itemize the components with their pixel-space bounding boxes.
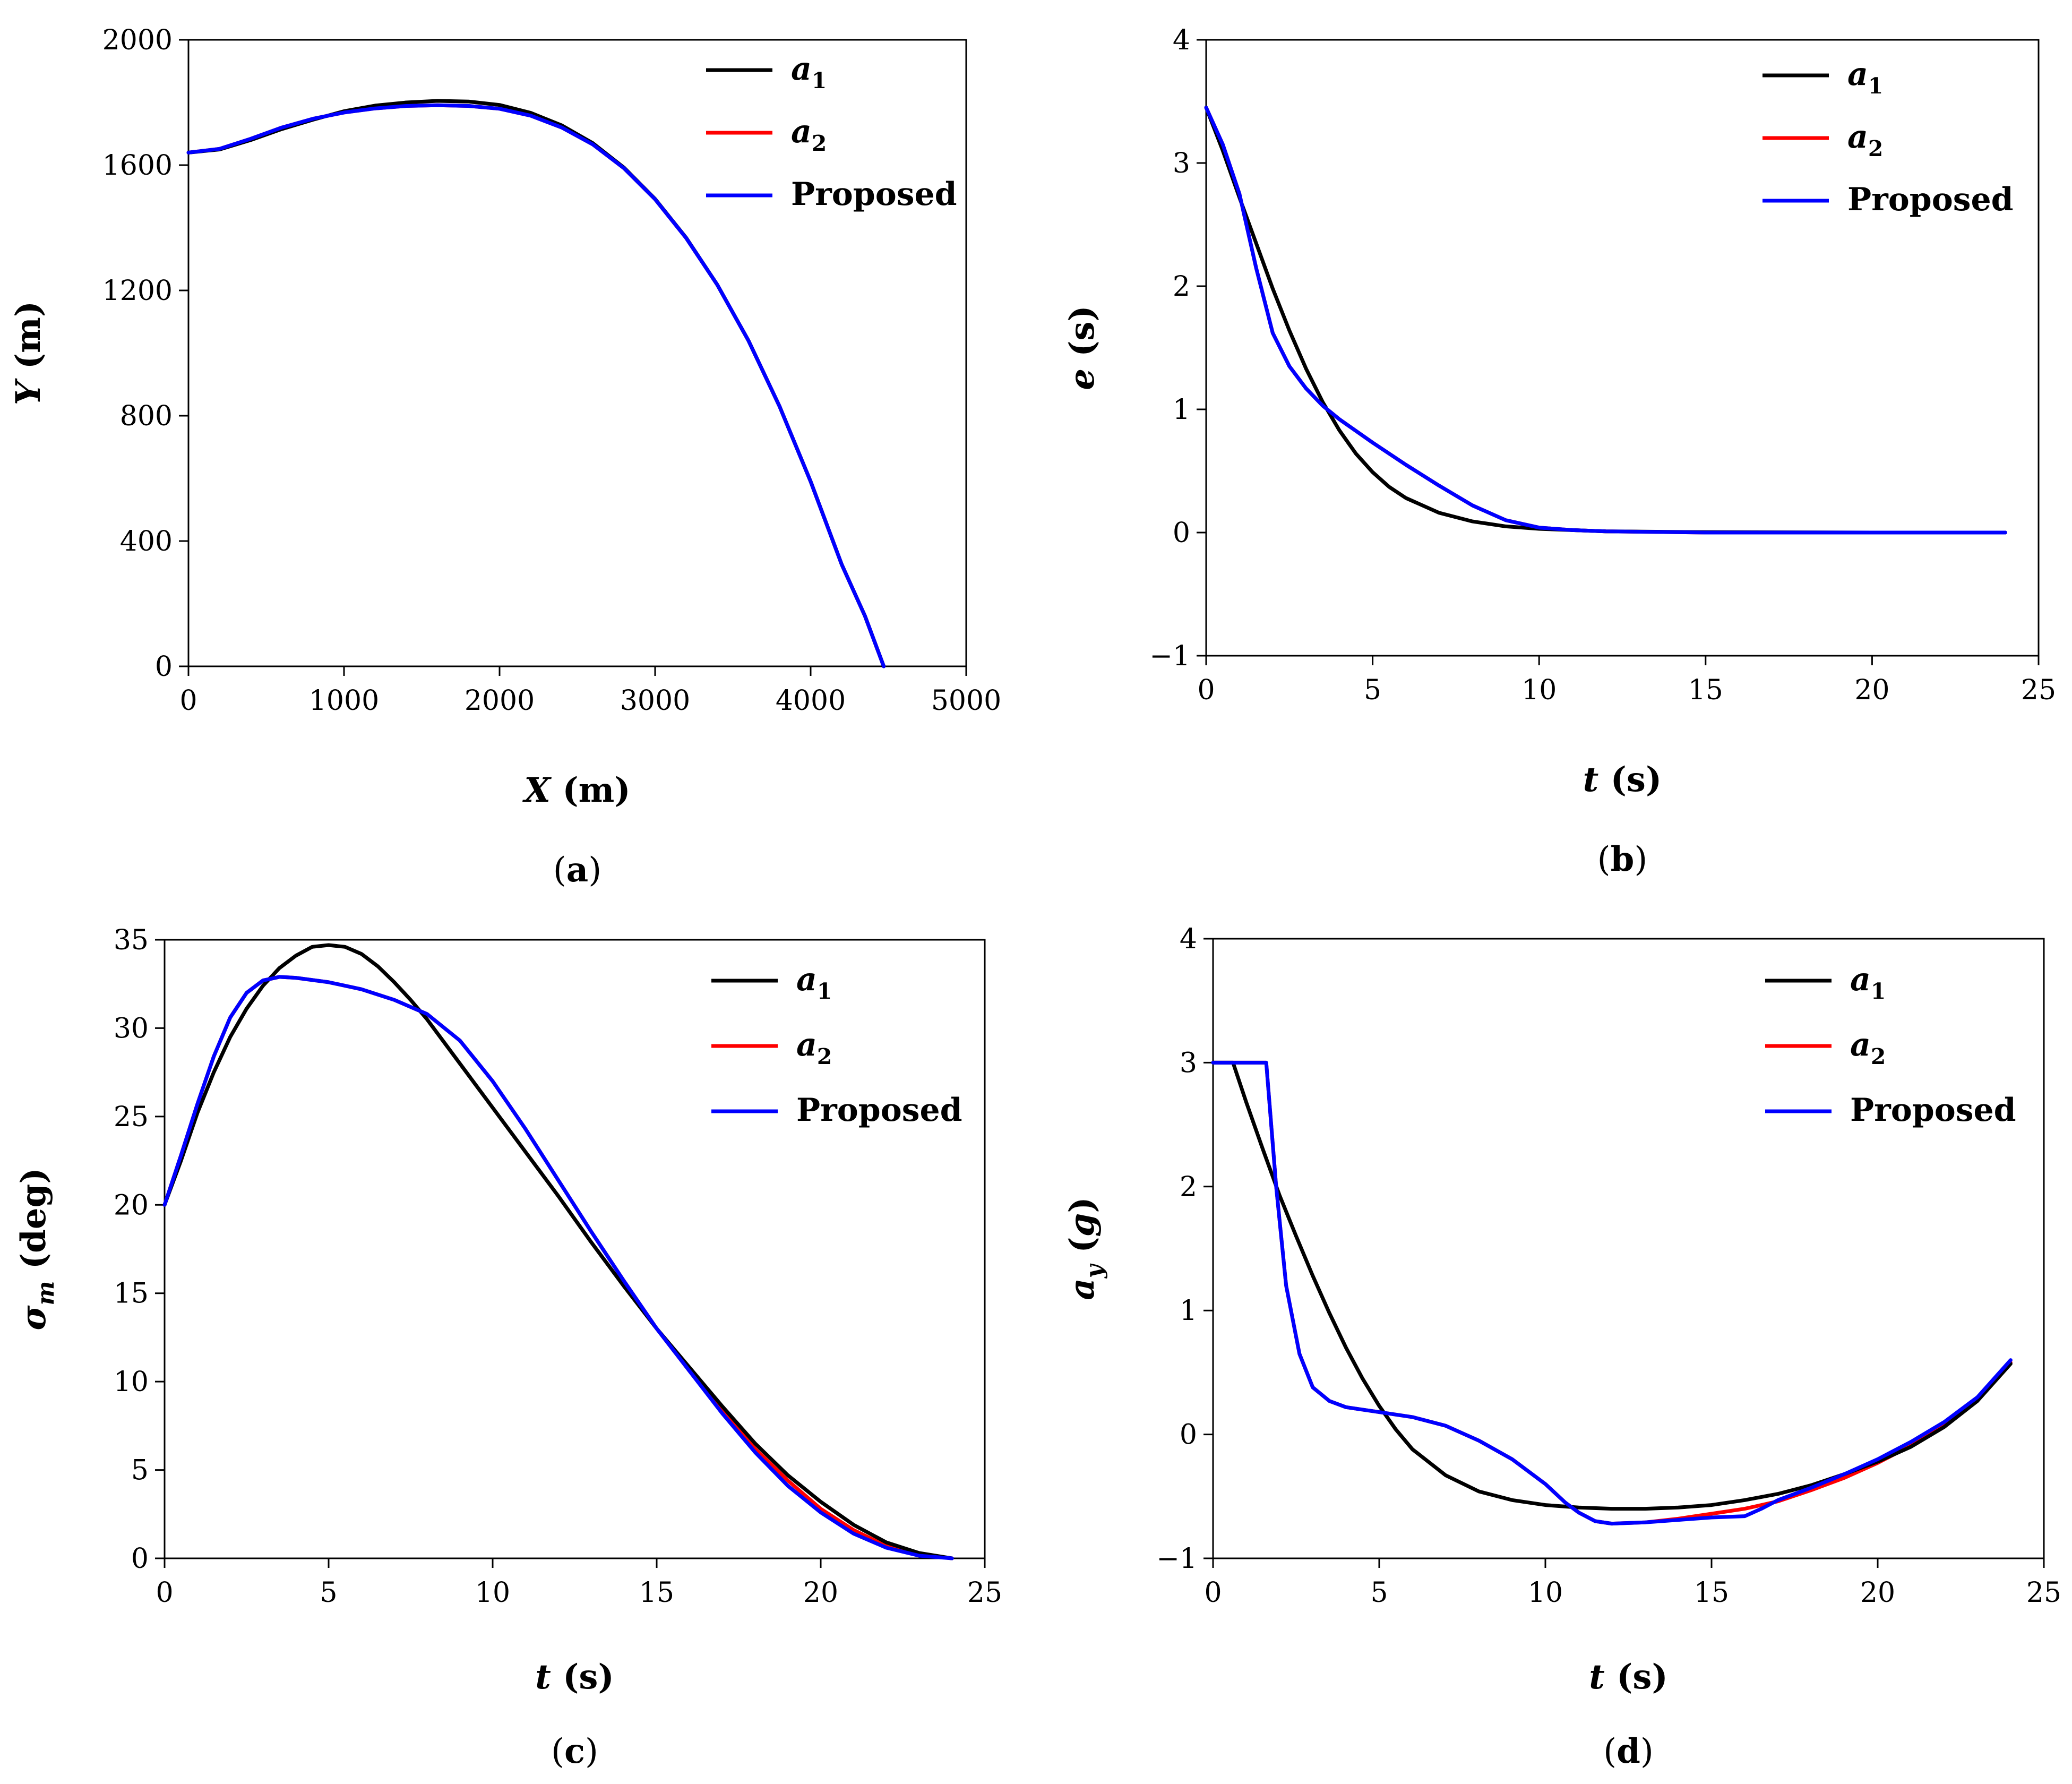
legend-label-a2: a2 — [1847, 118, 1883, 161]
y-tick-label: 0 — [155, 651, 173, 683]
x-tick-label: 0 — [156, 1577, 173, 1609]
plot-frame — [187, 39, 967, 667]
series-line-a1 — [162, 943, 954, 1560]
x-axis-label: t (s) — [535, 1657, 614, 1697]
y-tick-label: 0 — [1173, 517, 1190, 549]
series-line-a1 — [1211, 1060, 2013, 1511]
x-tick-label: 3000 — [620, 685, 690, 717]
x-tick-label: 10 — [1528, 1577, 1563, 1609]
y-tick-label: 3 — [1173, 148, 1190, 179]
legend-label-a1: a1 — [1847, 56, 1883, 99]
y-tick-label: 30 — [114, 1013, 149, 1044]
x-tick-label: 20 — [803, 1577, 838, 1609]
series-line-a1 — [1204, 106, 2007, 535]
x-tick-label: 10 — [1521, 674, 1557, 706]
y-tick-label: 1 — [1173, 394, 1190, 426]
x-tick-label: 0 — [1204, 1577, 1222, 1609]
x-tick-label: 2000 — [465, 685, 535, 717]
series-line-proposed — [1204, 106, 2007, 535]
y-tick-label: 800 — [120, 400, 173, 432]
x-axis-label: t (s) — [1583, 760, 1662, 800]
y-tick-label: 1600 — [102, 150, 173, 182]
y-tick-label: 25 — [114, 1101, 149, 1133]
chart-c: 0 5 10 15 20 25 0 5 10 15 20 25 30 35 a1 a2 Proposed t (s… — [14, 924, 1002, 1771]
legend-label-a2: a2 — [796, 1026, 832, 1069]
y-tick-label: 2 — [1173, 271, 1190, 303]
y-tick-label: 2000 — [102, 24, 173, 56]
series-line-proposed — [162, 975, 954, 1560]
legend-label-a1: a1 — [796, 961, 832, 1004]
x-tick-label: 15 — [639, 1577, 674, 1609]
legend-label-proposed: Proposed — [1850, 1092, 2016, 1129]
series-line-a2 — [186, 103, 886, 668]
y-tick-label: 10 — [114, 1366, 149, 1398]
y-tick-label: 400 — [120, 526, 173, 558]
legend-label-proposed: Proposed — [791, 176, 957, 213]
x-tick-label: 1000 — [309, 685, 379, 717]
series-line-a1 — [186, 99, 886, 668]
plot-frame — [1212, 938, 2045, 1559]
x-tick-label: 0 — [1197, 674, 1215, 706]
y-axis-label: σm (deg) — [14, 1168, 59, 1330]
y-tick-label: 3 — [1180, 1047, 1197, 1079]
x-tick-label: 20 — [1860, 1577, 1895, 1609]
x-tick-label: 10 — [475, 1577, 510, 1609]
x-axis-label: t (s) — [1589, 1657, 1667, 1697]
y-tick-label: 4 — [1173, 24, 1190, 56]
legend-label-a2: a2 — [791, 113, 827, 156]
y-tick-label: 1 — [1180, 1295, 1197, 1327]
x-tick-label: 15 — [1694, 1577, 1729, 1609]
x-axis-label: X (m) — [522, 770, 630, 810]
chart-a: 0 1000 2000 3000 4000 5000 0 400 800 1200 1600 2000… — [8, 24, 1001, 890]
x-tick-label: 25 — [967, 1577, 1002, 1609]
legend-label-a1: a1 — [1850, 961, 1886, 1004]
y-tick-label: −1 — [1149, 640, 1190, 672]
legend-label-proposed: Proposed — [1847, 181, 2014, 218]
x-tick-label: 0 — [179, 685, 197, 717]
y-tick-label: 0 — [131, 1543, 149, 1575]
y-tick-label: 1200 — [102, 275, 173, 307]
y-axis-label: ay (g) — [1062, 1197, 1108, 1300]
y-axis-label: Y (m) — [8, 301, 48, 405]
y-tick-label: 5 — [131, 1455, 149, 1487]
x-tick-label: 20 — [1854, 674, 1889, 706]
panel-caption: (d) — [1603, 1731, 1654, 1771]
x-tick-label: 5 — [320, 1577, 337, 1609]
x-tick-label: 5 — [1370, 1577, 1388, 1609]
y-tick-label: 0 — [1180, 1419, 1197, 1451]
legend-label-proposed: Proposed — [796, 1092, 962, 1129]
y-tick-label: 4 — [1180, 923, 1197, 955]
x-tick-label: 15 — [1688, 674, 1723, 706]
x-tick-label: 4000 — [776, 685, 846, 717]
panel-caption: (a) — [553, 850, 601, 890]
panel-caption: (c) — [551, 1731, 598, 1771]
series-line-a2 — [1204, 106, 2007, 535]
x-tick-label: 25 — [2026, 1577, 2061, 1609]
legend-label-a2: a2 — [1850, 1026, 1886, 1069]
y-tick-label: 20 — [114, 1189, 149, 1221]
x-tick-label: 25 — [2021, 674, 2056, 706]
y-tick-label: −1 — [1156, 1543, 1197, 1575]
y-tick-label: 15 — [114, 1278, 149, 1310]
plot-frame — [1205, 39, 2040, 657]
series-line-proposed — [186, 103, 886, 668]
series-line-proposed — [1211, 1060, 2013, 1526]
panel-caption: (b) — [1597, 839, 1648, 879]
y-axis-label: e (s) — [1062, 305, 1102, 390]
y-tick-label: 2 — [1180, 1171, 1197, 1203]
plot-frame — [164, 939, 986, 1559]
x-tick-label: 5000 — [931, 685, 1001, 717]
y-tick-label: 35 — [114, 924, 149, 956]
series-line-a2 — [162, 975, 954, 1560]
x-tick-label: 5 — [1364, 674, 1381, 706]
legend-label-a1: a1 — [791, 50, 827, 93]
